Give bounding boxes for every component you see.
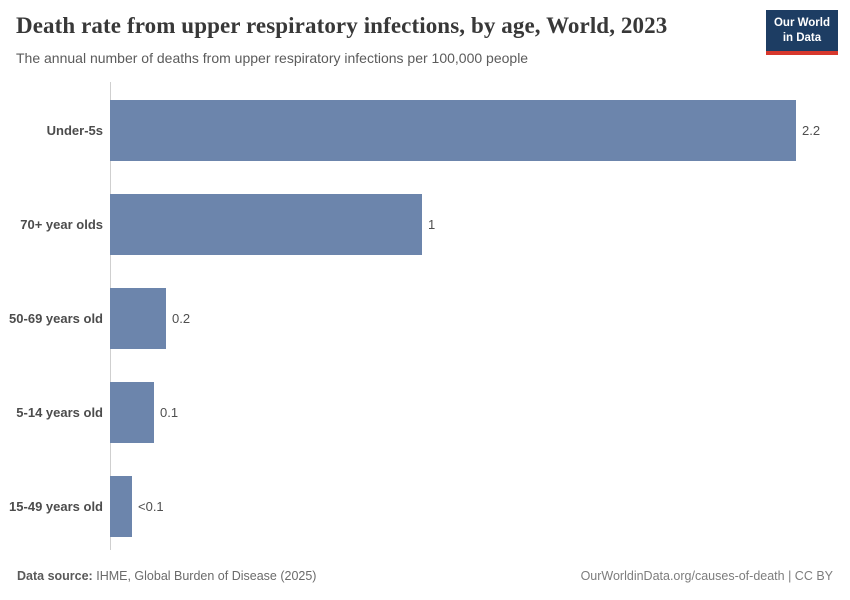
category-label: 70+ year olds <box>20 217 103 233</box>
bar[interactable] <box>110 381 154 443</box>
value-label: 0.2 <box>172 310 191 326</box>
bar-row: 15-49 years old <0.1 <box>0 459 850 553</box>
bar-row: 5-14 years old 0.1 <box>0 365 850 459</box>
bar-row: 50-69 years old 0.2 <box>0 272 850 366</box>
owid-logo-line2: in Data <box>782 31 822 44</box>
license-link[interactable]: OurWorldinData.org/causes-of-death | CC … <box>580 569 833 583</box>
owid-logo-line1: Our World <box>773 17 830 29</box>
category-label: 5-14 years old <box>16 404 103 420</box>
chart-subtitle: The annual number of deaths from upper r… <box>16 50 529 66</box>
chart-title: Death rate from upper respiratory infect… <box>16 13 668 38</box>
chart-footer: Data source: IHME, Global Burden of Dise… <box>17 569 833 583</box>
bar-row: Under-5s 2.2 <box>0 84 850 178</box>
data-source-value: IHME, Global Burden of Disease (2025) <box>96 569 317 583</box>
value-label: <0.1 <box>138 498 164 514</box>
data-source: Data source: IHME, Global Burden of Dise… <box>17 569 316 583</box>
owid-logo[interactable]: Our World in Data <box>765 10 838 55</box>
category-label: 15-49 years old <box>9 498 103 514</box>
bar[interactable] <box>110 100 796 162</box>
bar[interactable] <box>110 475 132 537</box>
bar-row: 70+ year olds 1 <box>0 178 850 272</box>
bar[interactable] <box>110 287 166 349</box>
category-label: Under-5s <box>46 123 103 139</box>
bar[interactable] <box>110 194 422 256</box>
value-label: 1 <box>428 217 436 233</box>
value-label: 0.1 <box>160 404 179 420</box>
value-label: 2.2 <box>802 123 821 139</box>
data-source-label: Data source: <box>17 569 93 583</box>
category-label: 50-69 years old <box>9 310 103 326</box>
